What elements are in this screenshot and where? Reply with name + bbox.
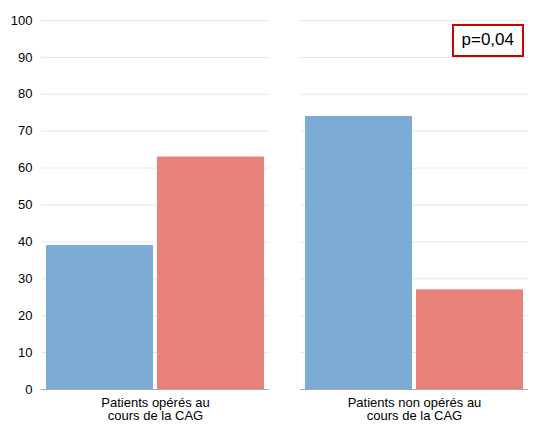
svg-text:Patients non opérés aucours de: Patients non opérés aucours de la CAG xyxy=(348,395,482,423)
svg-text:40: 40 xyxy=(18,234,32,249)
html-text:p=0,04: p=0,04 xyxy=(461,30,514,49)
svg-text:80: 80 xyxy=(18,86,32,101)
svg-text:90: 90 xyxy=(18,50,32,65)
svg-text:10: 10 xyxy=(18,345,32,360)
svg-text:70: 70 xyxy=(18,123,32,138)
svg-text:30: 30 xyxy=(18,271,32,286)
svg-text:60: 60 xyxy=(18,160,32,175)
svg-text:0: 0 xyxy=(25,382,32,397)
svg-text:50: 50 xyxy=(18,197,32,212)
svg-text:20: 20 xyxy=(18,308,32,323)
svg-text:100: 100 xyxy=(11,13,33,28)
svg-text:Patients opérés aucours de la: Patients opérés aucours de la CAG xyxy=(101,395,209,423)
